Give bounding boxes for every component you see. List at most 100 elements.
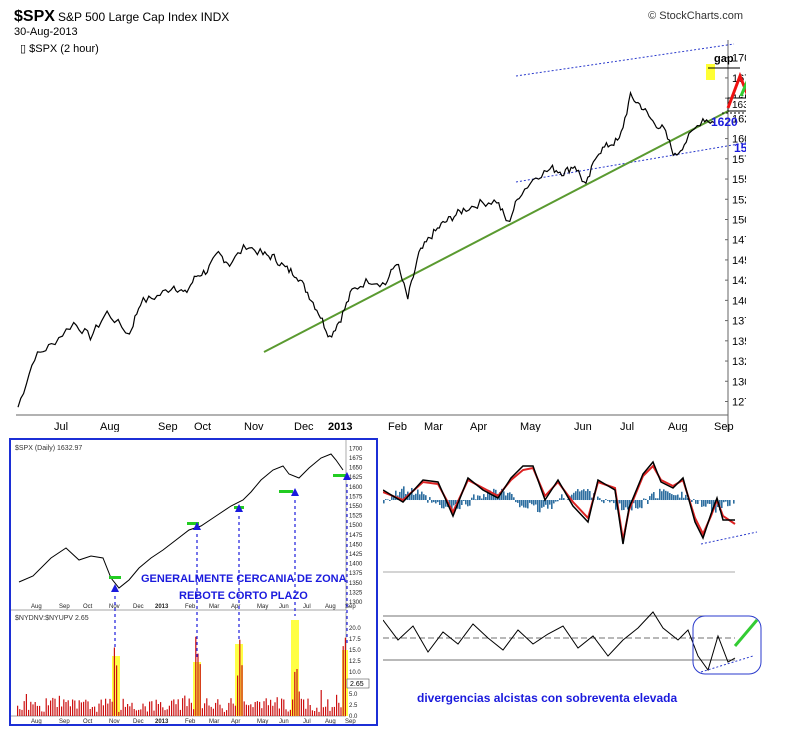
histogram-bar	[481, 498, 483, 501]
histogram-bar	[577, 489, 579, 500]
volume-bar	[96, 711, 98, 716]
volume-bar	[210, 706, 212, 716]
volume-bar	[85, 699, 87, 716]
histogram-bar	[651, 493, 653, 501]
volume-bar	[122, 698, 124, 716]
volume-bar	[127, 704, 129, 716]
histogram-bar	[647, 500, 649, 504]
volume-title: $NYDNV:$NYUPV 2.65	[15, 615, 89, 622]
histogram-bar	[607, 500, 609, 501]
histogram-bar	[585, 491, 587, 500]
inset-y-tick: 1400	[349, 562, 363, 568]
volume-bar	[28, 709, 30, 716]
volume-bar	[138, 709, 140, 716]
volume-bar	[329, 710, 331, 716]
histogram-bar	[443, 500, 445, 509]
divergence-highlight-box	[692, 615, 762, 675]
y-tick-label: 1400	[732, 295, 746, 307]
channel-upper-line	[515, 43, 735, 77]
volume-bar	[56, 707, 58, 716]
volume-bar	[278, 708, 280, 716]
volume-bar	[193, 709, 195, 716]
support-mark	[333, 474, 347, 477]
volume-bar	[241, 665, 243, 716]
volume-x-tick: Aug	[325, 719, 336, 724]
histogram-bar	[639, 500, 641, 508]
volume-bar	[41, 711, 43, 716]
volume-bar	[322, 707, 324, 716]
volume-bar	[120, 709, 122, 716]
volume-bar	[338, 702, 340, 716]
support-mark	[279, 490, 293, 493]
volume-bar	[237, 675, 239, 716]
histogram-bar	[539, 500, 541, 513]
volume-x-tick: May	[257, 719, 268, 724]
volume-x-tick: Aug	[31, 719, 42, 724]
volume-x-tick: Nov	[109, 719, 120, 724]
histogram-bar	[661, 491, 663, 501]
volume-y-tick: 20.0	[349, 626, 361, 632]
histogram-bar	[693, 499, 695, 501]
volume-bar	[43, 711, 45, 716]
inset-y-tick: 1550	[349, 504, 363, 510]
volume-bar	[232, 703, 234, 716]
volume-x-tick: Mar	[209, 719, 219, 724]
histogram-bar	[685, 494, 687, 500]
x-tick-label: Sep	[158, 421, 178, 432]
histogram-bar	[605, 499, 607, 500]
histogram-bar	[479, 495, 481, 500]
histogram-bar	[513, 497, 515, 500]
inset-y-tick: 1350	[349, 581, 363, 587]
histogram-bar	[521, 500, 523, 506]
daily-inset-chart: $SPX (Daily) 1632.97 1300 1325 1350 1375 140…	[11, 440, 370, 725]
volume-bar	[149, 701, 151, 716]
volume-bar	[298, 691, 300, 716]
ticker-symbol: $SPX	[14, 8, 55, 25]
histogram-bar	[391, 495, 393, 500]
volume-bar	[243, 701, 245, 716]
inset-x-tick: Jul	[303, 604, 311, 610]
x-tick-label: Feb	[388, 421, 407, 432]
inset-x-tick: Feb	[185, 604, 196, 610]
volume-bar	[25, 694, 27, 716]
histogram-bar	[703, 500, 705, 507]
histogram-bar	[489, 490, 491, 501]
volume-bar	[116, 665, 118, 716]
y-tick-label: 1600	[732, 134, 746, 146]
brand-label: © StockCharts.com	[648, 10, 743, 22]
exchange-code: INDX	[200, 10, 230, 24]
support-mark	[109, 576, 121, 579]
volume-bar	[30, 701, 32, 716]
inset-x-tick: May	[257, 604, 268, 610]
x-tick-label: Nov	[244, 421, 264, 432]
histogram-bar	[561, 494, 563, 500]
inset-x-tick: Sep	[345, 604, 356, 610]
histogram-bar	[625, 500, 627, 508]
volume-bar	[223, 711, 225, 716]
histogram-bar	[645, 498, 647, 501]
volume-bar	[309, 705, 311, 716]
histogram-bar	[491, 494, 493, 501]
histogram-bar	[695, 500, 697, 504]
volume-bar	[36, 705, 38, 716]
x-tick-label: Aug	[100, 421, 120, 432]
volume-bar	[166, 709, 168, 716]
histogram-bar	[619, 500, 621, 504]
y-tick-label: 1275	[732, 396, 746, 408]
inset-y-tick: 1475	[349, 533, 363, 539]
histogram-bar	[505, 495, 507, 500]
histogram-bar	[515, 500, 517, 503]
volume-bar	[318, 711, 320, 716]
histogram-bar	[573, 492, 575, 501]
volume-bar	[289, 709, 291, 716]
macd-histogram	[383, 486, 735, 514]
volume-bar	[45, 698, 47, 716]
histogram-bar	[551, 500, 553, 509]
histogram-bar	[517, 500, 519, 503]
histogram-bar	[415, 493, 417, 500]
arrow-head-up	[193, 522, 201, 530]
histogram-bar	[621, 500, 623, 511]
volume-y-tick: 15.0	[349, 648, 361, 654]
histogram-bar	[587, 489, 589, 501]
inset-y-tick: 1375	[349, 571, 363, 577]
